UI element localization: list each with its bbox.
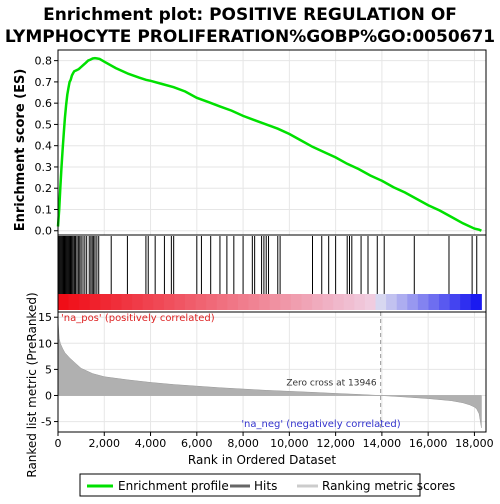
- rank-band-segment-0: [58, 294, 70, 310]
- metric-plot-area: [58, 312, 486, 432]
- es-y-tick-label-1: 0.1: [35, 203, 53, 216]
- rank-band-segment-39: [470, 294, 482, 310]
- rank-band-segment-15: [216, 294, 228, 310]
- rank-band-segment-35: [428, 294, 440, 310]
- es-y-tick-label-8: 0.8: [35, 55, 53, 68]
- rank-band-segment-25: [322, 294, 334, 310]
- rank-band-segment-21: [280, 294, 292, 310]
- x-tick-label-8: 16,000: [409, 437, 448, 450]
- chart-title-line1: Enrichment plot: POSITIVE REGULATION OF: [43, 5, 457, 25]
- rank-band-segment-14: [206, 294, 218, 310]
- rank-band-segment-2: [79, 294, 91, 310]
- rank-band-segment-26: [333, 294, 345, 310]
- rank-band-segment-19: [259, 294, 271, 310]
- legend-es-label: Enrichment profile: [118, 479, 229, 493]
- rank-band-segment-3: [89, 294, 101, 310]
- rank-band-segment-29: [364, 294, 377, 310]
- x-tick-label-1: 2,000: [89, 437, 121, 450]
- hits-panel: [57, 234, 487, 313]
- metric-y-tick-label-3: 10: [38, 337, 52, 350]
- es-y-axis-title: Enrichment score (ES): [13, 69, 28, 232]
- rank-band-segment-12: [185, 294, 197, 310]
- metric-area: [57, 319, 482, 428]
- metric-y-tick-label-2: 5: [45, 363, 52, 376]
- metric-frame: [57, 311, 487, 433]
- x-tick-label-2: 4,000: [135, 437, 167, 450]
- es-y-tick-label-4: 0.4: [35, 140, 53, 153]
- rank-band-segment-7: [132, 294, 144, 310]
- rank-band-segment-32: [396, 294, 408, 310]
- rank-band-segment-27: [343, 294, 355, 310]
- rank-band-segment-10: [163, 294, 175, 310]
- rank-band-segment-16: [227, 294, 239, 310]
- rank-band-segment-18: [248, 294, 260, 310]
- rank-band-segment-23: [301, 294, 313, 310]
- rank-band-segment-6: [121, 294, 133, 310]
- rank-band-segment-9: [153, 294, 165, 310]
- rank-band-segment-13: [195, 294, 207, 310]
- rank-band-segment-8: [142, 294, 154, 310]
- es-y-tick-label-0: 0.0: [35, 225, 53, 238]
- es-panel: 0.0 0.1 0.2 0.3 0.4 0.5 0.6 0.7 0.8: [35, 49, 487, 238]
- metric-y-tick-label-1: 0: [45, 389, 52, 402]
- es-y-tick-label-2: 0.2: [35, 182, 53, 195]
- rank-band-segment-36: [439, 294, 451, 310]
- metric-y-axis-title: Ranked list metric (PreRanked): [25, 292, 39, 477]
- neg-correlated-label: 'na_neg' (negatively correlated): [241, 419, 400, 430]
- legend-hits-label: Hits: [254, 479, 277, 493]
- metric-y-tick-label-4: 15: [38, 311, 52, 324]
- chart-title-line2: LYMPHOCYTE PROLIFERATION%GOBP%GO:0050671: [5, 27, 495, 47]
- rank-band-segment-38: [460, 294, 472, 310]
- es-y-tick-label-5: 0.5: [35, 118, 53, 131]
- rank-band-segment-28: [354, 294, 366, 310]
- metric-y-tick-label-0: -5: [41, 416, 52, 429]
- rank-band-segment-34: [417, 294, 429, 310]
- pos-correlated-label: 'na_pos' (positively correlated): [61, 313, 215, 324]
- x-tick-label-5: 10,000: [270, 437, 309, 450]
- legend: Enrichment profile Hits Ranking metric s…: [79, 473, 455, 497]
- x-tick-label-3: 6,000: [181, 437, 213, 450]
- x-tick-label-6: 12,000: [316, 437, 355, 450]
- zero-cross-label: Zero cross at 13946: [286, 378, 377, 388]
- es-y-tick-label-6: 0.6: [35, 97, 53, 110]
- rank-band-segment-17: [237, 294, 250, 310]
- x-axis-title: Rank in Ordered Dataset: [188, 453, 336, 467]
- rank-band-segment-20: [269, 294, 281, 310]
- x-tick-label-4: 8,000: [227, 437, 259, 450]
- rank-band-segment-11: [174, 294, 186, 310]
- es-y-tick-label-3: 0.3: [35, 161, 53, 174]
- rank-band-segment-24: [312, 294, 324, 310]
- x-tick-label-0: 0: [55, 437, 62, 450]
- rank-band-segment-5: [110, 294, 123, 310]
- x-tick-label-7: 14,000: [363, 437, 402, 450]
- rank-band-segment-22: [290, 294, 302, 310]
- rank-band-segment-31: [386, 294, 398, 310]
- rank-band-segment-4: [100, 294, 112, 310]
- rank-band-segment-37: [449, 294, 461, 310]
- rank-band-segment-33: [407, 294, 419, 310]
- es-plot-area: [58, 50, 486, 235]
- es-y-tick-label-7: 0.7: [35, 76, 53, 89]
- legend-metric-label: Ranking metric scores: [322, 479, 455, 493]
- es-curve: [56, 56, 482, 232]
- x-tick-label-9: 18,000: [455, 437, 494, 450]
- rank-band-segment-30: [375, 294, 387, 310]
- rank-band-segment-1: [68, 294, 80, 310]
